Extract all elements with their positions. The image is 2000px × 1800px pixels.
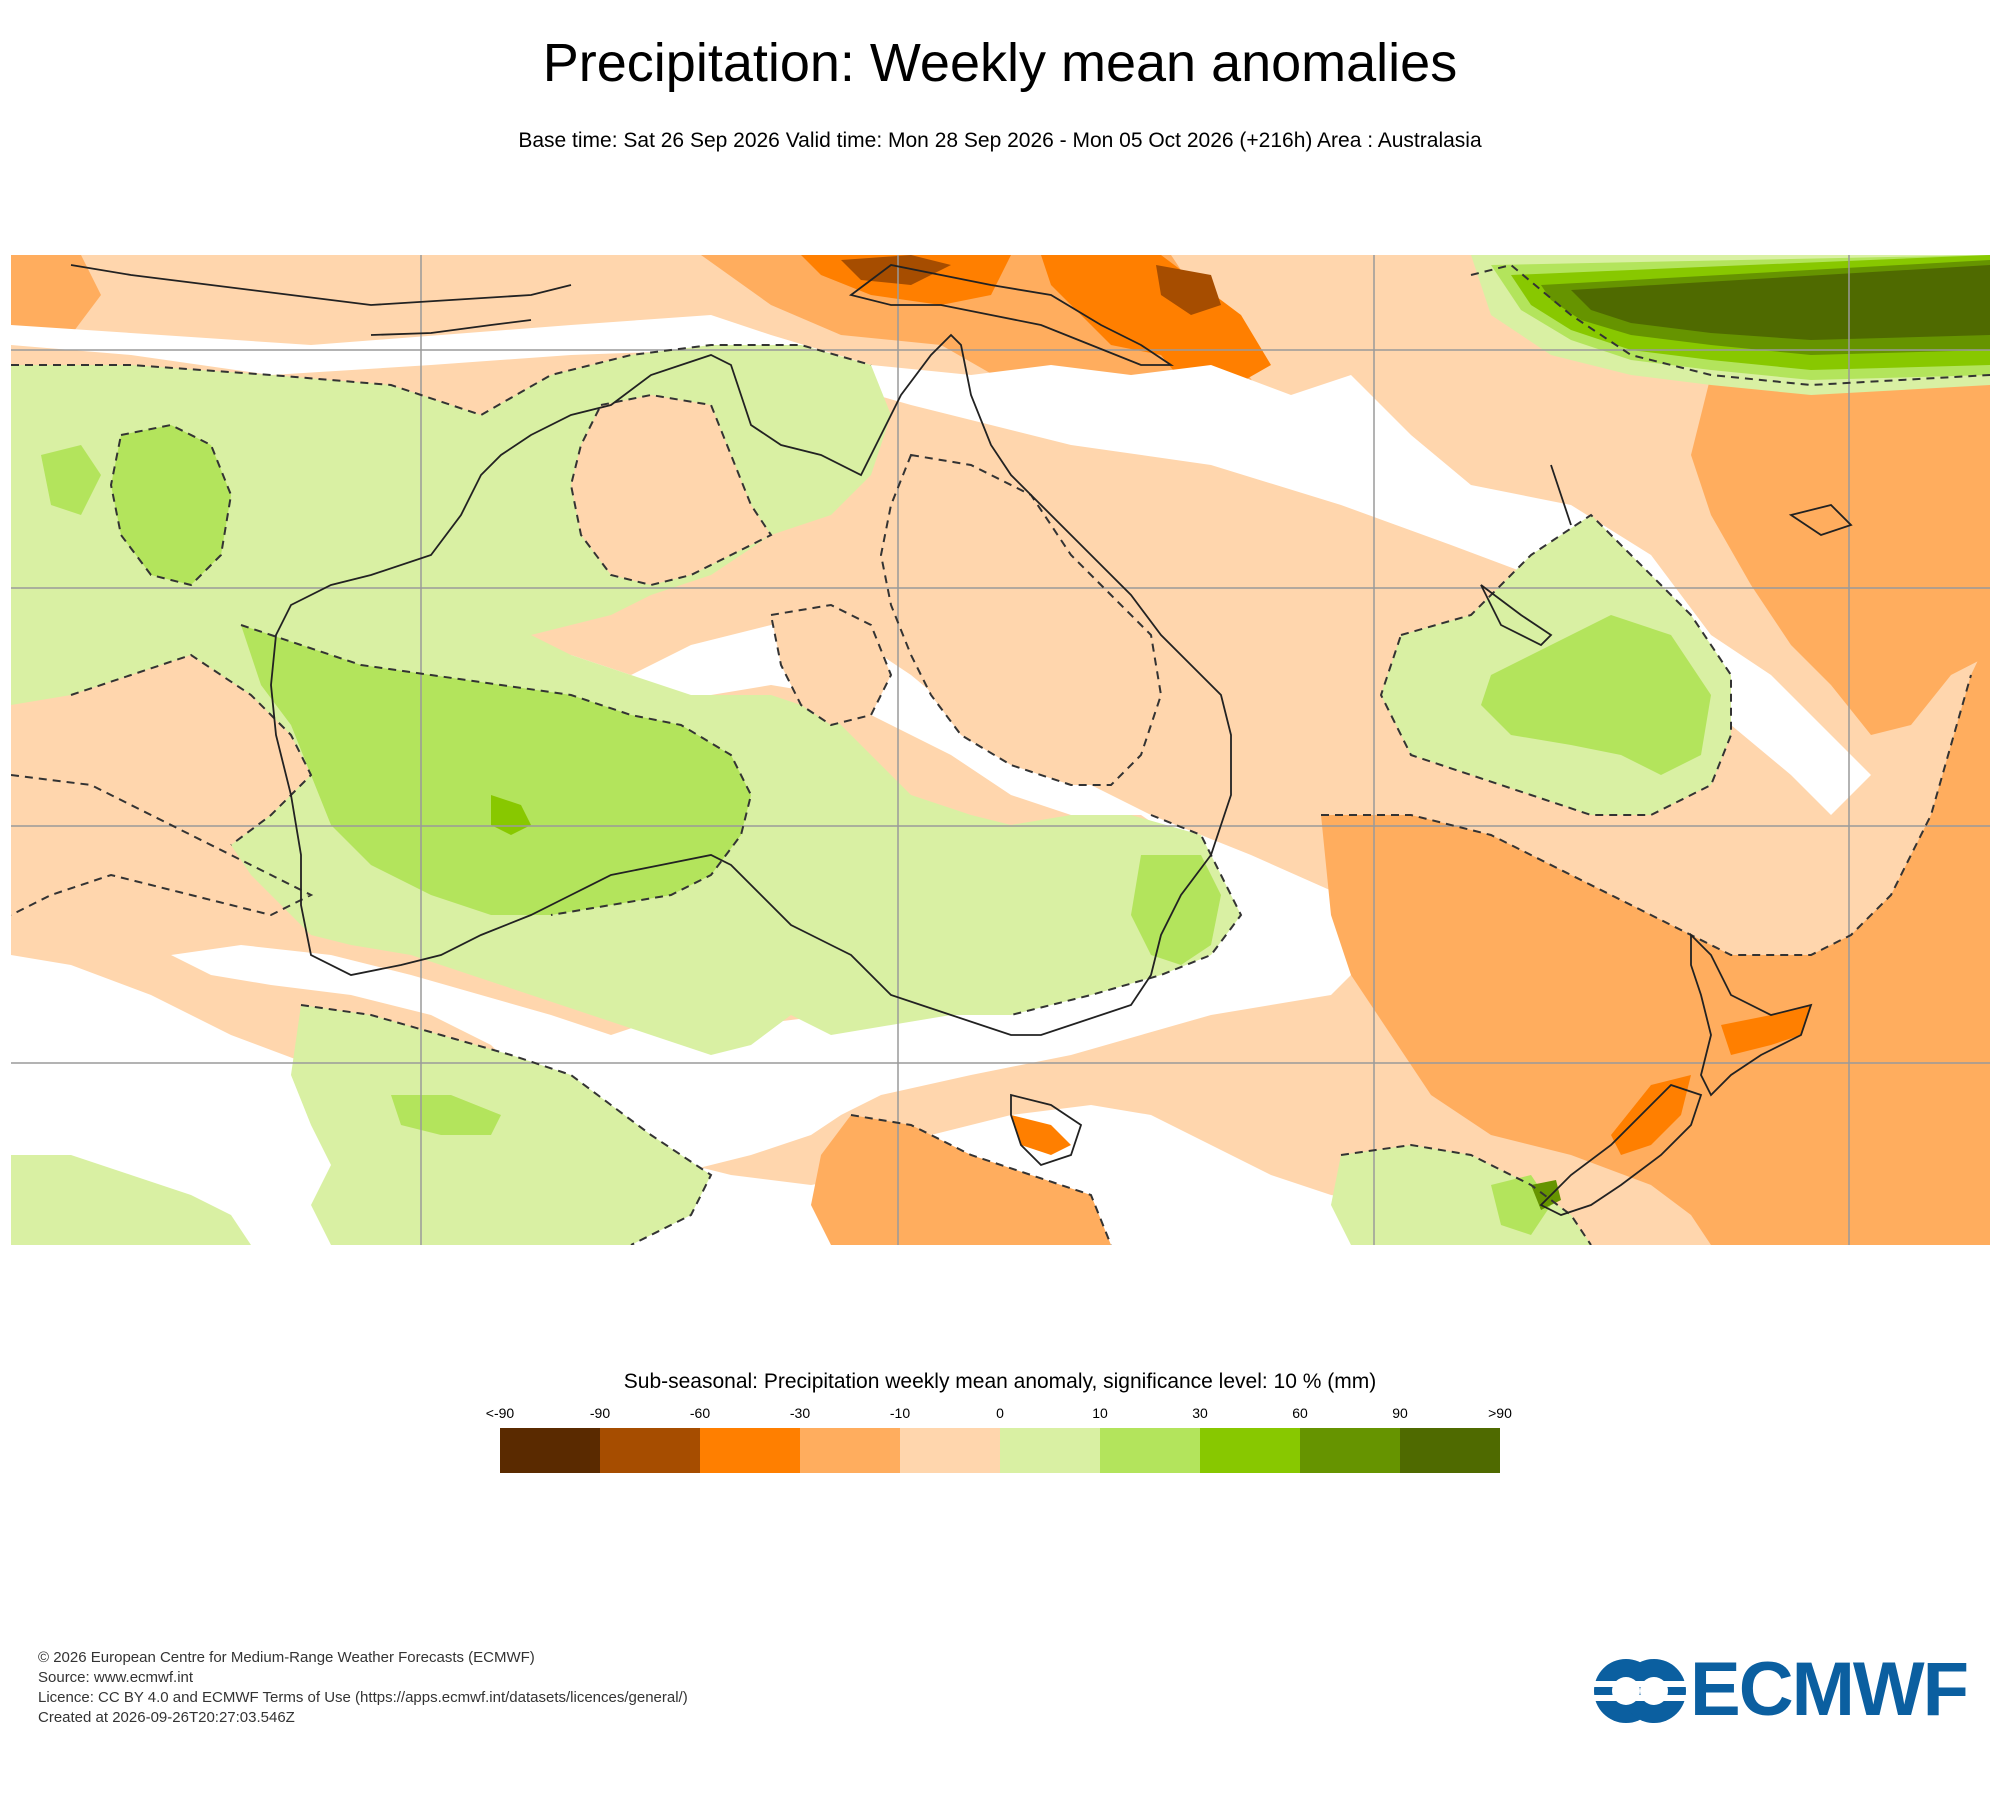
ecmwf-logo-icon	[1590, 1659, 1690, 1723]
coastline-tasmania	[1010, 1093, 1083, 1167]
coastline-vanuatu	[1550, 464, 1572, 526]
footer-created: Created at 2026-09-26T20:27:03.546Z	[38, 1709, 295, 1726]
legend-title: Sub-seasonal: Precipitation weekly mean …	[623, 1370, 1377, 1393]
anomaly-region-newguinea-very-dry-2	[841, 255, 951, 285]
anomaly-region-south-ocean-wet-core	[391, 1095, 501, 1135]
anomaly-region-central-dry	[771, 605, 891, 725]
ecmwf-logo-text: ECMWF	[1690, 1647, 1969, 1732]
legend-swatch	[700, 1428, 800, 1473]
legend-label: -90	[589, 1405, 611, 1421]
anomaly-region-east-pacific-dry	[1691, 345, 1990, 735]
anomaly-region-south-ocean-wet	[291, 1005, 711, 1245]
legend-swatch	[1300, 1428, 1400, 1473]
anomaly-band-near-zero-north	[11, 315, 1871, 815]
legend-label: -60	[689, 1405, 711, 1421]
anomaly-region-sw-ocean-dry	[11, 775, 311, 915]
legend-swatch	[1400, 1428, 1500, 1473]
ecmwf-logo: ECMWF	[1590, 1647, 1969, 1732]
anomaly-region-nz-strong-dry	[1721, 1005, 1811, 1055]
anomaly-region-wa-core	[491, 795, 531, 835]
coastline-fiji	[1788, 504, 1853, 536]
coastline-new-guinea	[848, 264, 1174, 366]
legend-label: 90	[1392, 1405, 1408, 1421]
anomaly-region-coral-sea-wet-core	[1481, 615, 1711, 775]
anomaly-region-tasmania-strong-dry	[1011, 1115, 1071, 1155]
anomaly-region-tasmania-dry	[811, 1115, 1111, 1245]
anomaly-region-north-aus-dry	[571, 395, 771, 585]
legend-label: -10	[889, 1405, 911, 1421]
legend-label: -30	[789, 1405, 811, 1421]
legend-colorbar	[500, 1428, 1500, 1473]
legend-swatch	[600, 1428, 700, 1473]
anomaly-region-tasman-dry	[1321, 635, 1990, 1245]
legend-label: 0	[996, 1405, 1004, 1421]
anomaly-region-indian-ocean-wet-2	[41, 445, 101, 515]
legend-swatch	[1200, 1428, 1300, 1473]
coastline-indonesia	[70, 264, 572, 306]
legend-swatch	[900, 1428, 1000, 1473]
graticule	[11, 255, 1990, 1245]
footer: © 2026 European Centre for Medium-Range …	[38, 1648, 688, 1728]
anomaly-region-newguinea-very-dry	[1156, 265, 1221, 315]
anomaly-band-near-zero-central	[171, 625, 1371, 1175]
footer-copyright: © 2026 European Centre for Medium-Range …	[38, 1649, 535, 1666]
map-svg	[11, 255, 1990, 1245]
legend-labels: <-90 -90 -60 -30 -10 0 10 30 60 90 >90	[486, 1403, 1512, 1423]
legend-swatch	[800, 1428, 900, 1473]
coastline-nz-north	[1690, 932, 1813, 1097]
anomaly-region-wa-strong-wet	[241, 625, 751, 915]
anomaly-region-indian-ocean-wet	[111, 425, 231, 585]
anomaly-region-ne-pacific-wet-5	[1571, 265, 1990, 340]
coastlines	[70, 264, 1853, 1216]
anomaly-region-nsw-wet	[1131, 855, 1221, 965]
coastline-nz-south	[1539, 1083, 1703, 1216]
legend-swatch	[500, 1428, 600, 1473]
significance-contours	[11, 263, 1990, 1245]
precipitation-anomaly-map	[11, 255, 1990, 1245]
anomaly-region-sw-ocean-wet	[11, 1155, 251, 1245]
legend-swatch	[1000, 1428, 1100, 1473]
coastline-timor	[370, 319, 532, 336]
legend-label: >90	[1488, 1405, 1512, 1421]
footer-source: Source: www.ecmwf.int	[38, 1669, 194, 1686]
coastline-new-caledonia	[1480, 584, 1553, 647]
coastline-australia	[270, 333, 1232, 1036]
legend-label: <-90	[485, 1405, 515, 1421]
anomaly-region-top-left-dry	[11, 255, 101, 340]
legend-label: 10	[1092, 1405, 1108, 1421]
anomaly-region-nz-strong-dry-2	[1611, 1075, 1691, 1155]
page-subtitle: Base time: Sat 26 Sep 2026 Valid time: M…	[518, 129, 1482, 152]
legend-label: 60	[1292, 1405, 1308, 1421]
page-title: Precipitation: Weekly mean anomalies	[542, 33, 1458, 93]
footer-licence: Licence: CC BY 4.0 and ECMWF Terms of Us…	[38, 1689, 688, 1706]
anomaly-region-queensland-dry	[881, 455, 1161, 785]
anomaly-region-west-wet	[11, 345, 1241, 1055]
legend-swatch	[1100, 1428, 1200, 1473]
legend-label: 30	[1192, 1405, 1208, 1421]
